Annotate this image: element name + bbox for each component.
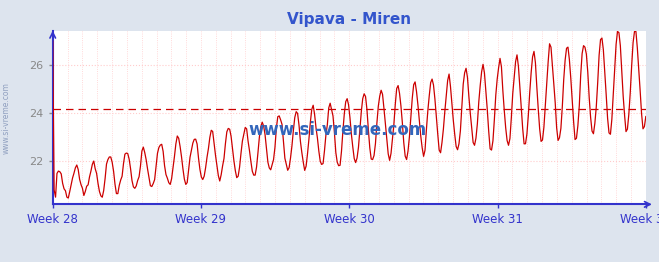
Text: www.si-vreme.com: www.si-vreme.com — [2, 82, 11, 154]
Title: Vipava - Miren: Vipava - Miren — [287, 13, 411, 28]
Text: www.si-vreme.com: www.si-vreme.com — [248, 121, 426, 139]
